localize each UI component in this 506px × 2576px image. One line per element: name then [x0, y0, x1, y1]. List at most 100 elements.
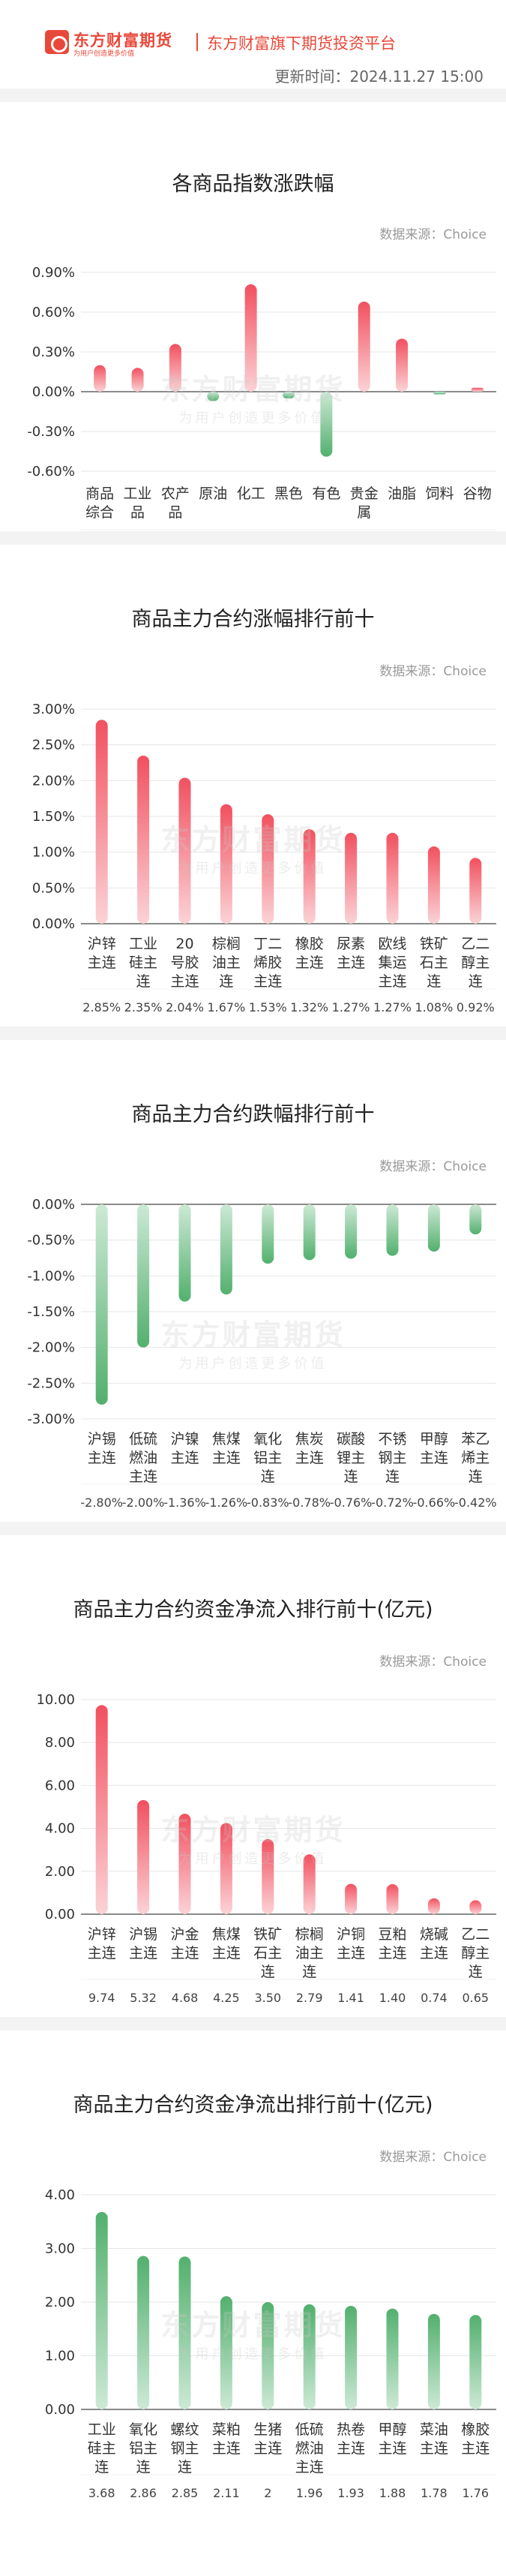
chart-panel: 商品主力合约资金净流入排行前十(亿元) 数据来源：Choice 10.00 8.00 6… [0, 1535, 506, 2017]
x-tick-label: 工业硅主连 [88, 2421, 116, 2475]
y-tick-label: 10.00 [36, 1692, 75, 1708]
section-divider [0, 1522, 506, 1535]
y-tick-label: -3.00% [27, 1411, 75, 1427]
x-tick-label: 棕榈油主连 [295, 1926, 324, 1980]
data-label: 2.79 [296, 1991, 323, 2005]
data-label: -2.80% [80, 1495, 123, 1510]
x-tick-label: 氧化铝主连 [129, 2421, 157, 2475]
data-label: 3.68 [88, 2486, 115, 2500]
y-tick-label: -0.30% [27, 424, 75, 440]
x-tick-label: 菜粕主连 [212, 2421, 241, 2457]
data-label: 1.88 [379, 2486, 406, 2500]
x-tick-label: 甲醇主连 [420, 1431, 448, 1466]
data-label: 2.85 [172, 2486, 199, 2500]
bar [178, 1814, 191, 1914]
y-tick-label: 6.00 [45, 1778, 75, 1793]
bar [262, 2302, 274, 2409]
data-label: 1.93 [337, 2486, 364, 2500]
x-tick-label: 贵金属 [350, 485, 379, 521]
data-label: 2.35% [124, 1000, 163, 1014]
x-tick-label: 沪锡主连 [129, 1926, 157, 1961]
x-tick-label: 农产品 [161, 485, 190, 521]
bar-chart: 10.00 8.00 6.00 4.00 2.00 0.00 沪锌主连 9.74 沪锡主连 5.3… [36, 1692, 496, 2005]
bar [433, 392, 446, 395]
x-tick-label: 沪镍主连 [170, 1431, 199, 1466]
section-divider [0, 531, 506, 545]
update-time: 更新时间：2024.11.27 15:00 [274, 68, 484, 86]
x-tick-label: 螺纹钢主连 [170, 2421, 199, 2475]
bar [169, 344, 181, 392]
x-tick-label: 谷物 [463, 485, 492, 502]
data-source-label: 数据来源：Choice [379, 227, 487, 242]
bar [220, 1204, 232, 1295]
x-tick-label: 原油 [199, 485, 227, 502]
x-tick-label: 不锈钢主连 [378, 1431, 406, 1485]
data-label: 5.32 [130, 1991, 157, 2005]
x-tick-label: 苯乙烯主连 [461, 1431, 490, 1485]
x-tick-label: 碳酸锂主连 [337, 1431, 365, 1485]
section-divider [0, 1026, 506, 1040]
bar [469, 1204, 482, 1235]
x-tick-label: 橡胶主连 [295, 936, 324, 971]
y-tick-label: -0.50% [27, 1233, 75, 1249]
bar [386, 1204, 399, 1256]
bar [427, 1898, 440, 1914]
chart-panel: 商品主力合约跌幅排行前十数据来源：Choice 0.00% -0.50% -1.00%… [0, 1040, 506, 1522]
bar [220, 2296, 232, 2409]
y-tick-label: 0.90% [32, 265, 75, 281]
bar [244, 284, 257, 392]
data-label: -0.42% [454, 1495, 497, 1510]
data-label: 2.11 [213, 2486, 240, 2500]
chart-panel: 商品主力合约涨幅排行前十 数据来源：Choice 3.00% 2.50% 2.00% 1.… [0, 545, 506, 1026]
data-source-label: 数据来源：Choice [379, 1159, 487, 1174]
chart-title: 商品主力合约资金净流入排行前十(亿元) [73, 1598, 433, 1622]
x-tick-label: 焦炭主连 [295, 1431, 324, 1466]
bar [207, 392, 220, 401]
bar-chart: 3.00% 2.50% 2.00% 1.50% 1.00% 0.50% 0.00% 沪锌主连 2… [32, 702, 496, 1014]
y-tick-label: 4.00 [45, 1821, 75, 1837]
data-label: 2.86 [130, 2486, 157, 2500]
chart-title: 商品主力合约跌幅排行前十 [131, 1103, 375, 1126]
bar-chart: 4.00 3.00 2.00 1.00 0.00 工业硅主连 3.68 氧化铝主连 2.86 螺纹… [45, 2187, 496, 2500]
data-label: 1.67% [207, 1000, 245, 1014]
bar-chart: 0.00% -0.50% -1.00% -1.50% -2.00% -2.50% -3.00… [27, 1197, 497, 1510]
data-label: 0.74 [421, 1991, 448, 2005]
data-label: -0.72% [371, 1495, 414, 1510]
y-tick-label: 2.00 [45, 1864, 75, 1880]
data-label: 2.85% [82, 1000, 121, 1014]
bar [262, 814, 274, 924]
data-label: 1.41 [337, 1991, 364, 2005]
bar [94, 365, 106, 392]
y-tick-label: -2.00% [27, 1340, 75, 1356]
x-tick-label: 化工 [237, 485, 265, 502]
bar [178, 777, 191, 924]
bar [303, 829, 316, 924]
bar [386, 2308, 399, 2409]
y-tick-label: 1.00 [45, 2349, 75, 2364]
chart-panel: 各商品指数涨跌幅 数据来源：Choice 0.90% 0.60% 0.30% 0.00% -… [0, 102, 506, 531]
y-tick-label: 8.00 [45, 1735, 75, 1751]
data-label: 1.78 [421, 2486, 448, 2500]
bar [262, 1838, 274, 1914]
x-tick-label: 20 号胶主连 [170, 936, 199, 990]
x-tick-label: 工业品 [124, 485, 152, 521]
bar [178, 2256, 191, 2409]
bar-chart: 0.90%0.60%0.30%0.00%-0.30%-0.60%商品综合0.20… [27, 265, 496, 531]
section-divider [0, 89, 506, 102]
data-label: -0.76% [330, 1495, 373, 1510]
y-tick-label: 3.00 [45, 2241, 75, 2257]
y-tick-label: 0.00 [45, 1907, 75, 1922]
bar [345, 1883, 358, 1914]
data-label: 1.40 [379, 1991, 406, 2005]
y-tick-label: 2.00% [32, 773, 75, 789]
bar [345, 1204, 358, 1259]
data-label: 1.96 [296, 2486, 323, 2500]
x-tick-label: 工业硅主连 [129, 936, 157, 990]
y-tick-label: -0.60% [27, 464, 75, 479]
data-label: 3.50 [254, 1991, 281, 2005]
bar [469, 2315, 482, 2409]
y-tick-label: 1.50% [32, 809, 75, 825]
data-label: 0.92% [457, 1000, 495, 1014]
chart-title: 商品主力合约资金净流出排行前十(亿元) [73, 2094, 433, 2117]
bar [262, 1204, 274, 1264]
